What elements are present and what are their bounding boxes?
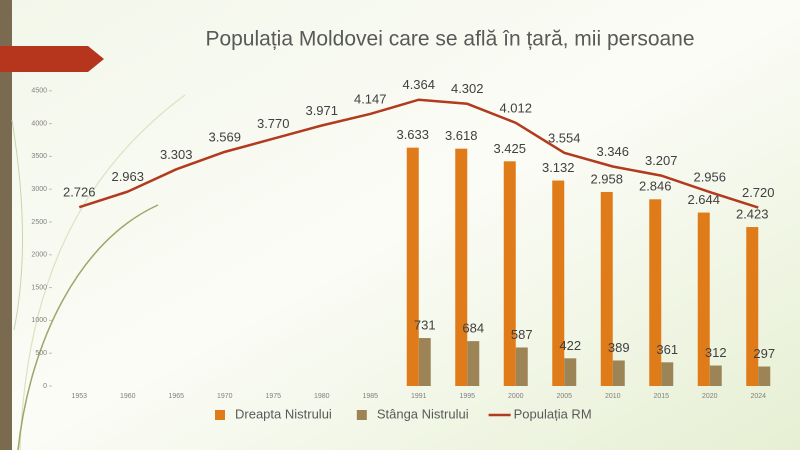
y-tick-label: 2500 [31, 219, 47, 226]
data-label: 587 [511, 327, 533, 342]
data-label: 3.971 [305, 103, 338, 118]
data-label: 2.963 [111, 169, 144, 184]
bar [649, 199, 662, 386]
data-label: 3.346 [596, 144, 629, 159]
y-tick-label: 4000 [31, 120, 47, 127]
decoration [11, 119, 24, 331]
banner [0, 46, 104, 72]
data-label: 2.956 [693, 170, 726, 185]
bar [758, 366, 771, 386]
bar [600, 191, 613, 386]
x-tick-label: 2005 [556, 393, 572, 400]
x-tick-label: 1953 [71, 393, 87, 400]
data-label: 3.554 [548, 130, 581, 145]
y-tick-label: 1000 [31, 317, 47, 324]
y-tick-label: 0 [43, 383, 47, 390]
data-label: 297 [753, 346, 775, 361]
data-label: 684 [462, 321, 484, 336]
data-label: 2.726 [63, 185, 96, 200]
line [78, 98, 759, 209]
data-label: 422 [559, 338, 581, 353]
x-tick-label: 1960 [120, 393, 136, 400]
data-label: 2.644 [687, 192, 720, 207]
legend-swatch [215, 410, 225, 420]
x-tick-label: 2015 [653, 393, 669, 400]
x-tick-label: 1980 [314, 393, 330, 400]
data-label: 3.770 [257, 116, 290, 131]
bar [661, 362, 674, 386]
data-label: 312 [705, 345, 727, 360]
legend-label: Populația RM [514, 406, 592, 421]
y-tick-label: 4500 [31, 88, 47, 95]
x-tick-label: 1995 [459, 393, 475, 400]
x-tick-label: 2010 [605, 393, 621, 400]
y-tick-label: 2000 [31, 252, 47, 259]
data-label: 4.302 [451, 81, 484, 96]
x-tick-label: 1975 [265, 393, 281, 400]
side-stripe [0, 0, 12, 450]
x-tick-label: 1970 [217, 393, 233, 400]
plot: 0500100015002000250030003500400045005000… [31, 55, 775, 422]
bar [746, 227, 759, 386]
bar [455, 148, 468, 386]
data-label: 4.147 [354, 91, 387, 106]
decoration [19, 94, 186, 450]
data-label: 2.846 [639, 179, 672, 194]
bar [406, 147, 419, 386]
legend-swatch [356, 410, 367, 420]
data-label: 731 [414, 317, 436, 332]
x-tick-label: 1985 [362, 393, 378, 400]
bar [564, 358, 577, 386]
bar [697, 212, 710, 386]
bar [418, 338, 431, 386]
data-label: 2.720 [742, 185, 775, 200]
bar [467, 341, 480, 386]
x-tick-label: 1991 [411, 393, 427, 400]
bar [709, 365, 722, 386]
data-label: 2.958 [590, 171, 623, 186]
x-tick-label: 2024 [750, 393, 766, 400]
legend-label: Stânga Nistrului [377, 406, 469, 421]
x-tick-label: 1965 [168, 393, 184, 400]
decoration [17, 204, 159, 450]
y-tick-label: 3000 [31, 186, 47, 193]
data-label: 3.132 [542, 160, 575, 175]
data-label: 4.364 [402, 77, 435, 92]
y-tick-label: 500 [35, 350, 47, 357]
x-tick-label: 2000 [508, 393, 524, 400]
data-label: 361 [656, 342, 678, 357]
y-tick-label: 1500 [31, 284, 47, 291]
bar [612, 360, 625, 386]
data-label: 3.303 [160, 147, 193, 162]
data-label: 4.012 [499, 100, 532, 115]
data-label: 3.633 [396, 127, 429, 142]
y-tick-label: 3500 [31, 153, 47, 160]
data-label: 389 [608, 340, 630, 355]
data-label: 3.569 [208, 129, 241, 144]
x-tick-label: 2020 [702, 393, 718, 400]
data-label: 3.425 [493, 141, 526, 156]
bar [552, 180, 565, 386]
data-label: 2.423 [736, 206, 769, 221]
chart-title: Populația Moldovei care se află în țară,… [205, 28, 694, 51]
legend-label: Dreapta Nistrului [235, 406, 332, 421]
bar [515, 347, 528, 386]
data-label: 3.618 [445, 128, 478, 143]
data-label: 3.207 [645, 153, 678, 168]
bar [503, 161, 516, 386]
